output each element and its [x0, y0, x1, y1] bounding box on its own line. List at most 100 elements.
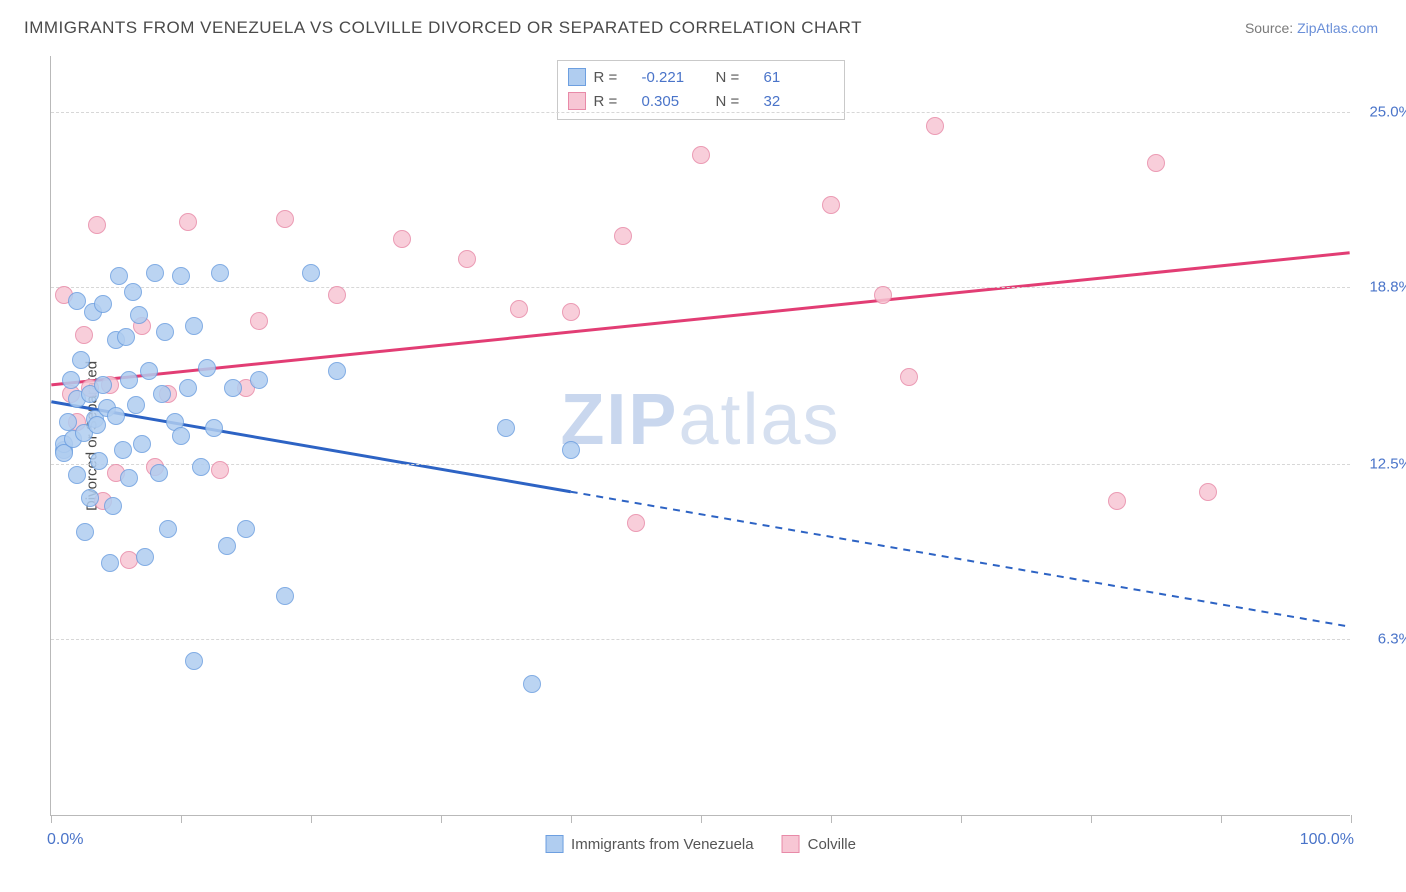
- data-point-b: [1147, 154, 1165, 172]
- y-axis-tick-label: 6.3%: [1378, 630, 1406, 647]
- data-point-a: [101, 554, 119, 572]
- data-point-a: [110, 267, 128, 285]
- data-point-a: [76, 523, 94, 541]
- x-axis-tick: [831, 815, 832, 823]
- legend-stats-row-b: R = 0.305 N = 32: [568, 89, 830, 113]
- x-axis-max-label: 100.0%: [1300, 831, 1354, 849]
- data-point-b: [627, 514, 645, 532]
- data-point-b: [75, 326, 93, 344]
- legend-n-label: N =: [716, 69, 756, 86]
- data-point-b: [393, 230, 411, 248]
- data-point-b: [88, 216, 106, 234]
- data-point-b: [458, 250, 476, 268]
- data-point-a: [250, 371, 268, 389]
- data-point-a: [104, 497, 122, 515]
- data-point-a: [192, 458, 210, 476]
- watermark: ZIPatlas: [560, 379, 840, 461]
- legend-n-value-a: 61: [764, 69, 830, 86]
- y-axis-tick-label: 25.0%: [1369, 104, 1406, 121]
- y-axis-tick-label: 12.5%: [1369, 456, 1406, 473]
- data-point-b: [1199, 483, 1217, 501]
- data-point-a: [153, 385, 171, 403]
- data-point-a: [59, 413, 77, 431]
- data-point-a: [120, 371, 138, 389]
- data-point-a: [146, 264, 164, 282]
- data-point-a: [159, 520, 177, 538]
- legend-stats-row-a: R = -0.221 N = 61: [568, 65, 830, 89]
- x-axis-tick: [441, 815, 442, 823]
- data-point-b: [250, 312, 268, 330]
- data-point-a: [130, 306, 148, 324]
- data-point-a: [302, 264, 320, 282]
- data-point-a: [140, 362, 158, 380]
- data-point-a: [276, 587, 294, 605]
- source-link[interactable]: ZipAtlas.com: [1297, 20, 1378, 36]
- legend-item-b: Colville: [782, 835, 856, 853]
- legend-item-a: Immigrants from Venezuela: [545, 835, 754, 853]
- y-axis-tick-label: 18.8%: [1369, 278, 1406, 295]
- source-label: Source:: [1245, 20, 1293, 36]
- data-point-a: [328, 362, 346, 380]
- data-point-a: [90, 452, 108, 470]
- data-point-a: [562, 441, 580, 459]
- legend-stats-box: R = -0.221 N = 61 R = 0.305 N = 32: [557, 60, 845, 120]
- data-point-a: [124, 283, 142, 301]
- data-point-a: [172, 427, 190, 445]
- trend-line-solid: [51, 253, 1349, 385]
- y-gridline: [51, 639, 1350, 640]
- legend-r-value-b: 0.305: [642, 93, 708, 110]
- data-point-a: [205, 419, 223, 437]
- data-point-b: [900, 368, 918, 386]
- data-point-a: [94, 376, 112, 394]
- data-point-b: [614, 227, 632, 245]
- data-point-a: [88, 416, 106, 434]
- data-point-b: [874, 286, 892, 304]
- data-point-a: [114, 441, 132, 459]
- swatch-series-a: [545, 835, 563, 853]
- data-point-a: [72, 351, 90, 369]
- legend-r-value-a: -0.221: [642, 69, 708, 86]
- y-gridline: [51, 464, 1350, 465]
- source-attribution: Source: ZipAtlas.com: [1245, 20, 1378, 36]
- x-axis-tick: [311, 815, 312, 823]
- x-axis-min-label: 0.0%: [47, 831, 83, 849]
- series-b-name: Colville: [808, 836, 856, 853]
- data-point-b: [562, 303, 580, 321]
- data-point-a: [62, 371, 80, 389]
- data-point-a: [68, 292, 86, 310]
- x-axis-tick: [1221, 815, 1222, 823]
- x-axis-tick: [181, 815, 182, 823]
- data-point-a: [218, 537, 236, 555]
- data-point-a: [179, 379, 197, 397]
- watermark-light: atlas: [678, 380, 840, 460]
- data-point-b: [692, 146, 710, 164]
- y-gridline: [51, 287, 1350, 288]
- swatch-series-b: [782, 835, 800, 853]
- data-point-b: [926, 117, 944, 135]
- data-point-b: [1108, 492, 1126, 510]
- data-point-a: [133, 435, 151, 453]
- data-point-a: [156, 323, 174, 341]
- legend-r-label: R =: [594, 69, 634, 86]
- data-point-a: [120, 469, 138, 487]
- data-point-a: [150, 464, 168, 482]
- x-axis-tick: [1351, 815, 1352, 823]
- x-axis-tick: [701, 815, 702, 823]
- legend-n-value-b: 32: [764, 93, 830, 110]
- data-point-a: [497, 419, 515, 437]
- data-point-a: [68, 466, 86, 484]
- data-point-b: [328, 286, 346, 304]
- swatch-series-a: [568, 68, 586, 86]
- chart-title: IMMIGRANTS FROM VENEZUELA VS COLVILLE DI…: [24, 18, 862, 38]
- x-axis-tick: [961, 815, 962, 823]
- data-point-b: [179, 213, 197, 231]
- data-point-a: [185, 317, 203, 335]
- swatch-series-b: [568, 92, 586, 110]
- data-point-a: [185, 652, 203, 670]
- data-point-a: [81, 489, 99, 507]
- data-point-a: [136, 548, 154, 566]
- data-point-a: [172, 267, 190, 285]
- legend-n-label: N =: [716, 93, 756, 110]
- trend-line-dashed: [571, 492, 1350, 627]
- data-point-b: [211, 461, 229, 479]
